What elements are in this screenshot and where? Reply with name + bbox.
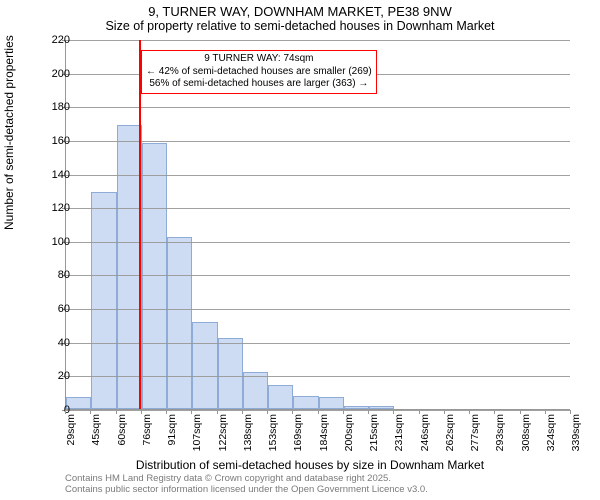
grid-line [66, 175, 570, 176]
x-tick-label: 308sqm [520, 414, 532, 464]
annotation-line-2: ← 42% of semi-detached houses are smalle… [146, 66, 372, 79]
x-tick-label: 200sqm [343, 414, 355, 464]
bar [369, 406, 394, 409]
marker-line [139, 40, 141, 409]
x-tick-label: 231sqm [393, 414, 405, 464]
y-tick-label: 200 [40, 68, 70, 80]
y-tick-label: 60 [40, 303, 70, 315]
bar [344, 406, 369, 409]
x-tick-label: 76sqm [141, 414, 153, 464]
y-tick-label: 160 [40, 135, 70, 147]
bar [293, 396, 318, 409]
bar [218, 338, 243, 409]
footer-line-2: Contains public sector information licen… [65, 485, 428, 496]
y-tick-label: 140 [40, 169, 70, 181]
annotation-line-1: 9 TURNER WAY: 74sqm [146, 53, 372, 66]
x-tick-label: 184sqm [318, 414, 330, 464]
x-tick-label: 122sqm [217, 414, 229, 464]
bar [167, 237, 192, 409]
annotation-box: 9 TURNER WAY: 74sqm← 42% of semi-detache… [141, 50, 377, 94]
title-block: 9, TURNER WAY, DOWNHAM MARKET, PE38 9NW … [0, 0, 600, 33]
bar [268, 385, 293, 409]
x-tick-label: 215sqm [368, 414, 380, 464]
x-tick-label: 169sqm [292, 414, 304, 464]
y-tick-label: 80 [40, 269, 70, 281]
title-sub: Size of property relative to semi-detach… [0, 19, 600, 33]
x-tick-label: 262sqm [444, 414, 456, 464]
bar [243, 372, 268, 409]
y-tick-label: 40 [40, 337, 70, 349]
y-axis-label: Number of semi-detached properties [2, 35, 16, 230]
grid-line [66, 141, 570, 142]
x-tick-label: 107sqm [191, 414, 203, 464]
x-tick-label: 339sqm [570, 414, 582, 464]
grid-line [66, 275, 570, 276]
x-tick-label: 91sqm [166, 414, 178, 464]
x-tick-label: 60sqm [116, 414, 128, 464]
bars-container [66, 40, 570, 409]
grid-line [66, 309, 570, 310]
grid-line [66, 242, 570, 243]
x-tick-label: 293sqm [494, 414, 506, 464]
title-main: 9, TURNER WAY, DOWNHAM MARKET, PE38 9NW [0, 4, 600, 19]
x-tick-label: 246sqm [419, 414, 431, 464]
grid-line [66, 343, 570, 344]
y-tick-label: 120 [40, 202, 70, 214]
grid-line [66, 376, 570, 377]
x-tick-label: 153sqm [267, 414, 279, 464]
x-tick-label: 29sqm [65, 414, 77, 464]
y-tick-label: 100 [40, 236, 70, 248]
grid-line [66, 208, 570, 209]
x-tick-label: 324sqm [545, 414, 557, 464]
x-tick-label: 138sqm [242, 414, 254, 464]
plot-area: 9 TURNER WAY: 74sqm← 42% of semi-detache… [65, 40, 570, 410]
x-tick-label: 45sqm [90, 414, 102, 464]
grid-line [66, 40, 570, 41]
footer-license: Contains HM Land Registry data © Crown c… [65, 474, 428, 496]
y-tick-label: 20 [40, 370, 70, 382]
bar [319, 397, 344, 409]
x-tick-label: 277sqm [469, 414, 481, 464]
y-tick-label: 220 [40, 34, 70, 46]
annotation-line-3: 56% of semi-detached houses are larger (… [146, 78, 372, 91]
grid-line [66, 107, 570, 108]
bar [117, 125, 142, 409]
y-tick-label: 180 [40, 101, 70, 113]
chart-wrap: 9 TURNER WAY: 74sqm← 42% of semi-detache… [40, 40, 580, 440]
bar [192, 322, 217, 409]
